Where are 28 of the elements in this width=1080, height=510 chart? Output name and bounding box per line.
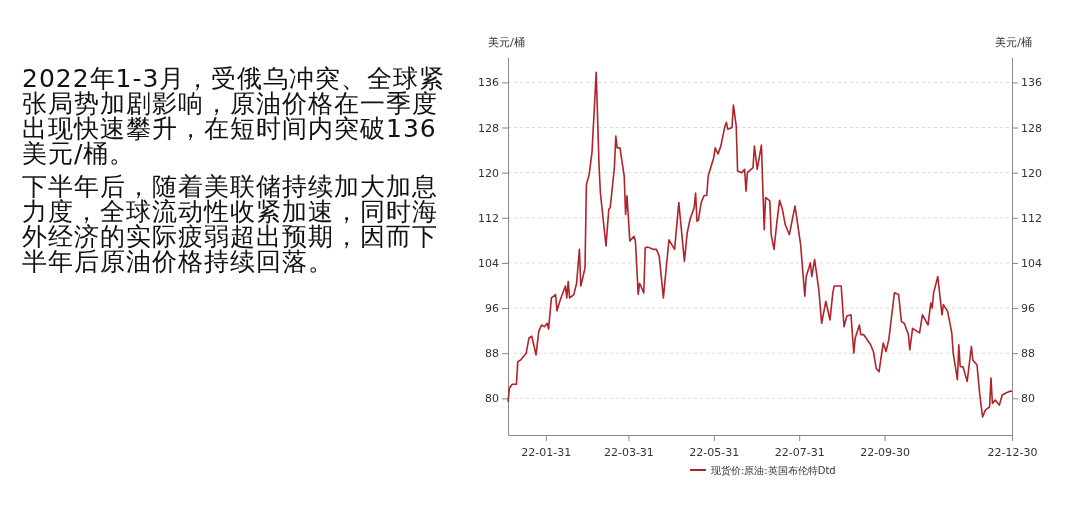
y2-tick-label: 136: [1021, 76, 1042, 90]
y2-tick-label: 104: [1021, 256, 1042, 270]
y2-tick-label: 112: [1021, 211, 1042, 225]
y-axis-title: 美元/桶: [488, 36, 525, 49]
y-tick-label: 128: [478, 121, 499, 135]
x-tick-label: 22-07-31: [774, 446, 825, 460]
y2-tick-label: 128: [1021, 121, 1042, 135]
x-tick-label: 22-01-31: [521, 446, 572, 460]
text: 下半年后，随着美联储持续加大加息力度，全球流动性收紧加速，同时海外经济的实际疲弱超出预期，因而下半年后原油价格持续回落。: [22, 172, 439, 276]
y-tick-label: 104: [478, 256, 499, 270]
legend-label: 现货价:原油:英国布伦特Dtd: [711, 465, 836, 476]
y-tick-label: 80: [485, 392, 499, 406]
text: 2022年1-3月，受俄乌冲突、全球紧张局势加剧影响，原油价格在一季度出现快速攀升，在短时间内突破136美元/桶。: [22, 64, 446, 168]
y-tick-label: 88: [485, 347, 499, 361]
x-tick-label: 22-09-30: [860, 446, 911, 460]
line-series: [507, 71, 1013, 418]
y2-tick-label: 88: [1021, 347, 1035, 361]
y2-axis-title: 美元/桶: [995, 36, 1032, 49]
x-tick-label: 22-12-30: [987, 446, 1038, 460]
y-tick-label: 120: [478, 166, 499, 180]
y-tick-label: 136: [478, 76, 499, 90]
y2-tick-label: 96: [1021, 302, 1035, 316]
y-tick-label: 96: [485, 302, 499, 316]
x-tick-label: 22-03-31: [603, 446, 654, 460]
y2-tick-label: 120: [1021, 166, 1042, 180]
y2-tick-label: 80: [1021, 392, 1035, 406]
y-tick-label: 112: [478, 211, 499, 225]
x-tick-label: 22-05-31: [689, 446, 740, 460]
